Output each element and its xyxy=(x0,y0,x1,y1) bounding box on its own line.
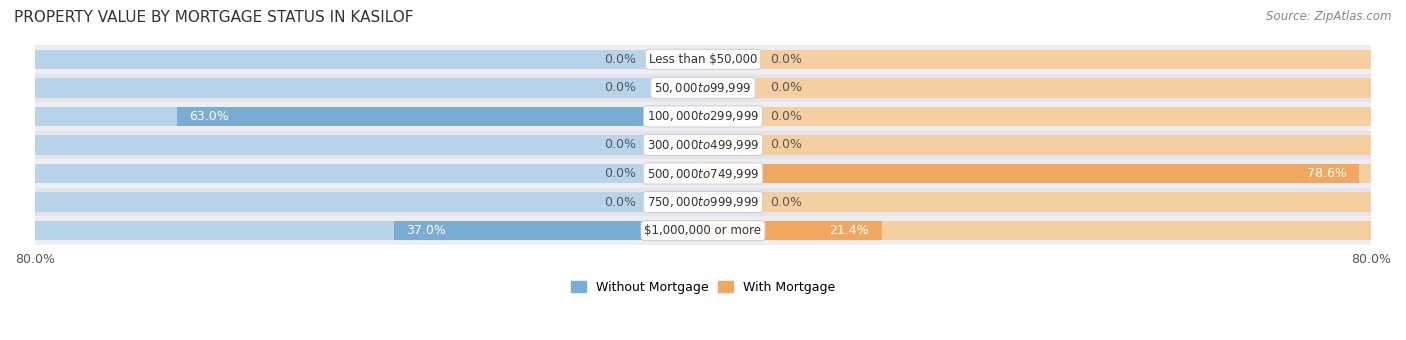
Text: 21.4%: 21.4% xyxy=(830,224,869,237)
Bar xyxy=(35,159,1371,188)
Text: $500,000 to $749,999: $500,000 to $749,999 xyxy=(647,167,759,181)
Text: 0.0%: 0.0% xyxy=(605,81,636,95)
Text: 0.0%: 0.0% xyxy=(770,81,801,95)
Bar xyxy=(703,221,1371,240)
Text: 0.0%: 0.0% xyxy=(605,53,636,66)
Bar xyxy=(703,107,1371,126)
Text: 63.0%: 63.0% xyxy=(190,110,229,123)
Text: 0.0%: 0.0% xyxy=(770,110,801,123)
Bar xyxy=(35,164,703,183)
Legend: Without Mortgage, With Mortgage: Without Mortgage, With Mortgage xyxy=(565,276,841,299)
Bar xyxy=(35,78,703,98)
Text: 0.0%: 0.0% xyxy=(605,138,636,152)
Bar xyxy=(35,50,703,69)
Bar xyxy=(703,164,1360,183)
Text: 0.0%: 0.0% xyxy=(770,138,801,152)
Text: 0.0%: 0.0% xyxy=(770,53,801,66)
Text: PROPERTY VALUE BY MORTGAGE STATUS IN KASILOF: PROPERTY VALUE BY MORTGAGE STATUS IN KAS… xyxy=(14,10,413,25)
Text: 37.0%: 37.0% xyxy=(406,224,447,237)
Bar xyxy=(35,131,1371,159)
Bar xyxy=(703,221,882,240)
Bar xyxy=(703,192,1371,212)
Text: $750,000 to $999,999: $750,000 to $999,999 xyxy=(647,195,759,209)
Text: $100,000 to $299,999: $100,000 to $299,999 xyxy=(647,109,759,123)
Bar xyxy=(35,73,1371,102)
Bar xyxy=(35,188,1371,216)
Bar xyxy=(703,78,1371,98)
Bar xyxy=(35,192,703,212)
Text: Less than $50,000: Less than $50,000 xyxy=(648,53,758,66)
Text: 0.0%: 0.0% xyxy=(605,195,636,208)
Bar xyxy=(35,135,703,155)
Text: 0.0%: 0.0% xyxy=(605,167,636,180)
Text: $50,000 to $99,999: $50,000 to $99,999 xyxy=(654,81,752,95)
Bar xyxy=(35,102,1371,131)
Bar xyxy=(703,50,1371,69)
Bar xyxy=(394,221,703,240)
Text: $1,000,000 or more: $1,000,000 or more xyxy=(644,224,762,237)
Bar xyxy=(703,135,1371,155)
Bar xyxy=(35,216,1371,245)
Bar xyxy=(703,164,1371,183)
Text: 0.0%: 0.0% xyxy=(770,195,801,208)
Bar xyxy=(177,107,703,126)
Bar xyxy=(35,221,703,240)
Bar xyxy=(35,45,1371,73)
Text: Source: ZipAtlas.com: Source: ZipAtlas.com xyxy=(1267,10,1392,23)
Text: 78.6%: 78.6% xyxy=(1308,167,1347,180)
Bar xyxy=(35,107,703,126)
Text: $300,000 to $499,999: $300,000 to $499,999 xyxy=(647,138,759,152)
